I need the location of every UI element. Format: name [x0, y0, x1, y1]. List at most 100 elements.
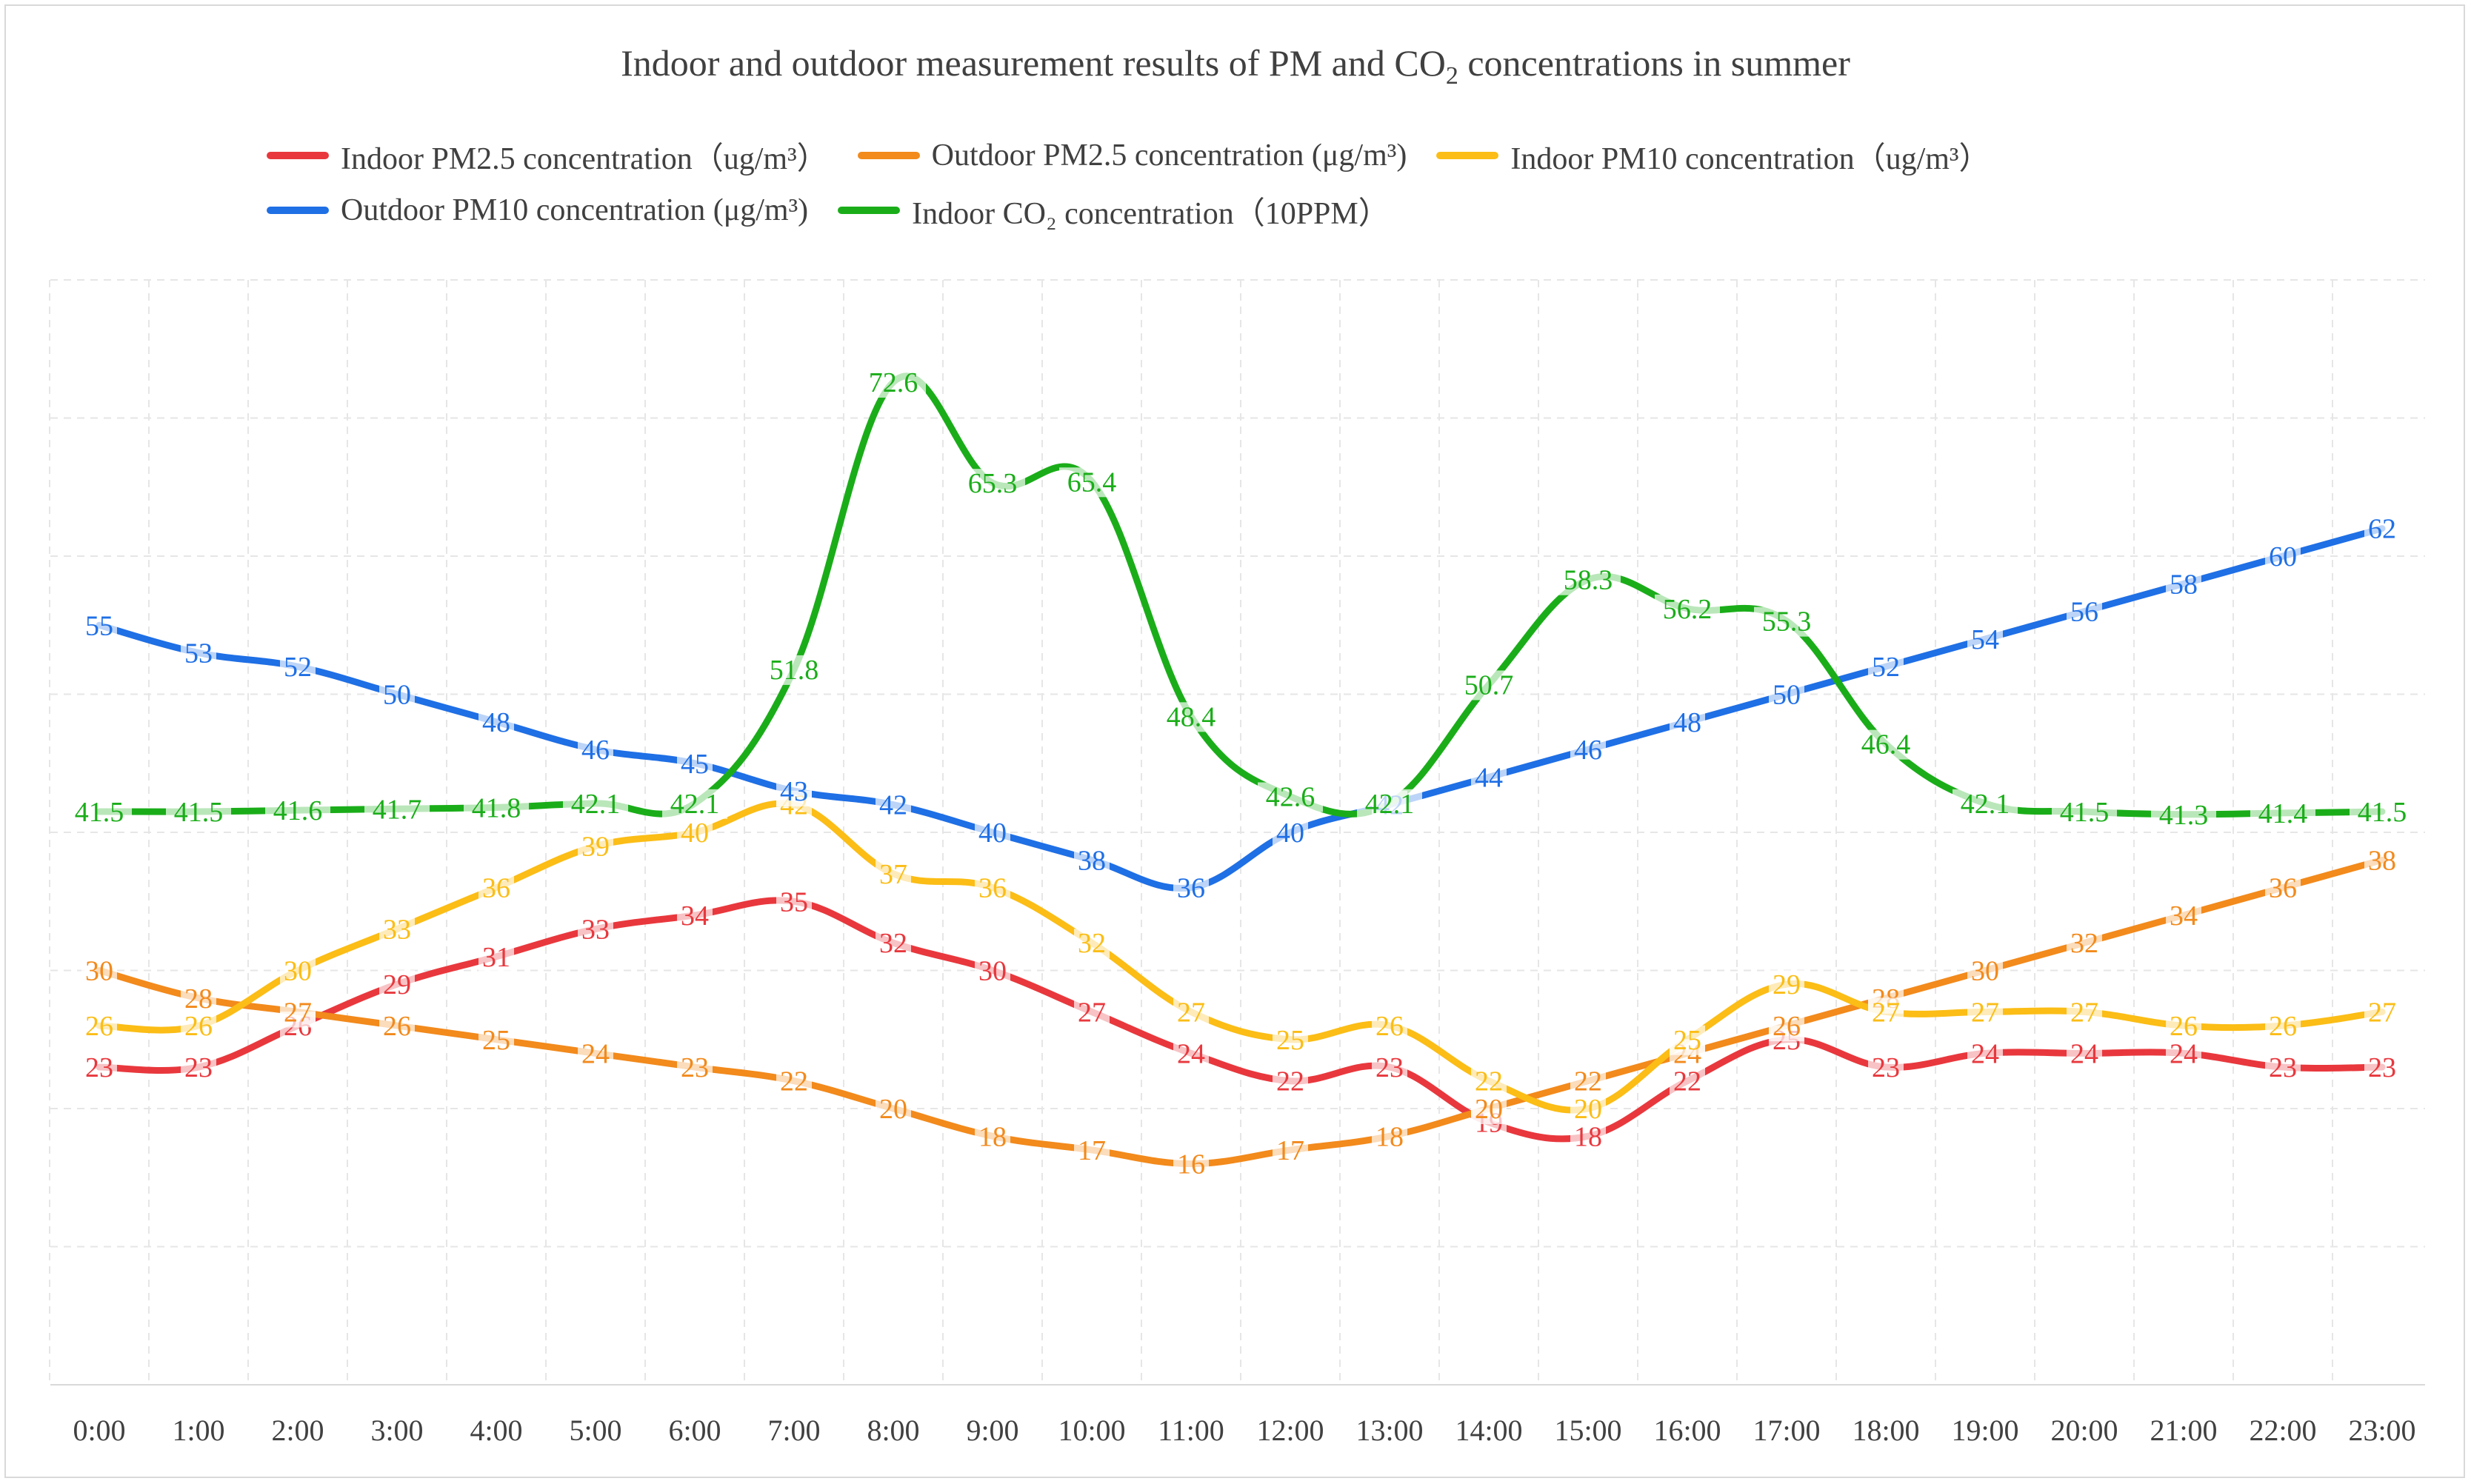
- data-label-indoor-pm25: 24: [1971, 1038, 1999, 1069]
- data-label-bg: [2265, 1053, 2301, 1083]
- data-label-outdoor-pm25: 16: [1177, 1149, 1205, 1180]
- data-label-bg: [1555, 565, 1621, 595]
- legend-swatch: [267, 152, 329, 159]
- data-label-indoor-pm10: 40: [681, 818, 709, 849]
- data-label-bg: [563, 789, 628, 819]
- legend-label: Outdoor PM10 concentration (μg/m³): [341, 193, 809, 227]
- x-tick-label: 20:00: [2050, 1414, 2118, 1447]
- data-label-outdoor-pm10: 48: [482, 707, 510, 738]
- data-label-bg: [677, 749, 713, 779]
- x-tick-label: 13:00: [1355, 1414, 1423, 1447]
- data-label-outdoor-pm25: 30: [85, 956, 113, 987]
- data-label-outdoor-pm10: 40: [978, 818, 1007, 849]
- data-label-outdoor-pm10: 43: [780, 776, 808, 807]
- data-label-indoor-pm10: 29: [1773, 969, 1801, 1000]
- data-label-bg: [677, 900, 713, 931]
- data-label-bg: [478, 873, 514, 903]
- data-label-indoor-co2: 48.4: [1167, 701, 1216, 732]
- data-label-bg: [1173, 873, 1209, 903]
- data-label-indoor-co2: 41.7: [373, 794, 422, 825]
- data-label-indoor-co2: 41.5: [2358, 797, 2407, 828]
- data-label-outdoor-pm10: 36: [1177, 873, 1205, 904]
- data-label-indoor-co2: 72.6: [869, 367, 918, 398]
- data-label-bg: [1158, 702, 1224, 732]
- data-label-indoor-pm25: 32: [879, 928, 907, 959]
- legend-item-indoor-co2[interactable]: Indoor CO₂ concentration（10PPM）: [838, 188, 1390, 233]
- data-label-bg: [280, 652, 316, 683]
- data-label-bg: [1173, 1149, 1209, 1180]
- legend-swatch: [857, 152, 920, 159]
- legend-item-outdoor-pm10[interactable]: Outdoor PM10 concentration (μg/m³): [267, 193, 808, 228]
- data-label-bg: [578, 915, 613, 945]
- data-label-bg: [1059, 467, 1124, 498]
- data-label-indoor-pm25: 23: [85, 1052, 113, 1083]
- data-label-bg: [2067, 997, 2102, 1028]
- data-label-bg: [1074, 929, 1110, 959]
- legend-item-outdoor-pm25[interactable]: Outdoor PM2.5 concentration (μg/m³): [857, 138, 1407, 173]
- data-label-indoor-pm25: 23: [184, 1052, 213, 1083]
- data-label-outdoor-pm10: 38: [1078, 845, 1106, 876]
- data-label-bg: [876, 1094, 911, 1124]
- x-tick-label: 15:00: [1554, 1414, 1621, 1447]
- data-label-outdoor-pm25: 20: [879, 1094, 907, 1125]
- data-label-indoor-pm25: 22: [1673, 1066, 1701, 1097]
- data-label-bg: [2364, 997, 2400, 1028]
- data-label-outdoor-pm10: 42: [879, 790, 907, 821]
- data-label-bg: [1258, 782, 1323, 812]
- data-label-bg: [2067, 1039, 2102, 1069]
- data-label-bg: [2265, 1012, 2301, 1042]
- data-label-outdoor-pm10: 55: [85, 610, 113, 641]
- data-label-bg: [1967, 997, 2003, 1028]
- data-label-bg: [1853, 729, 1918, 760]
- data-label-bg: [1670, 707, 1705, 738]
- data-label-bg: [1754, 606, 1819, 637]
- data-label-bg: [1357, 789, 1422, 819]
- data-label-indoor-pm25: 23: [1375, 1052, 1404, 1083]
- data-label-bg: [975, 818, 1010, 848]
- data-label-bg: [280, 997, 316, 1028]
- data-label-bg: [1273, 1135, 1308, 1166]
- data-label-bg: [1273, 1066, 1308, 1097]
- data-label-indoor-pm25: 18: [1574, 1121, 1602, 1152]
- data-label-indoor-pm10: 39: [581, 832, 610, 863]
- data-label-indoor-pm10: 27: [1872, 997, 1900, 1028]
- data-label-outdoor-pm25: 25: [482, 1025, 510, 1056]
- data-label-indoor-pm25: 27: [1078, 997, 1106, 1028]
- legend-item-indoor-pm25[interactable]: Indoor PM2.5 concentration（ug/m³）: [267, 133, 828, 178]
- x-tick-label: 9:00: [966, 1414, 1018, 1447]
- data-label-indoor-pm10: 20: [1574, 1094, 1602, 1125]
- data-label-bg: [1074, 846, 1110, 876]
- data-label-indoor-pm10: 30: [284, 956, 312, 987]
- data-label-bg: [876, 929, 911, 959]
- data-label-bg: [478, 707, 514, 738]
- data-label-bg: [662, 789, 727, 819]
- title-main: Indoor and outdoor measurement results o…: [621, 42, 1446, 84]
- data-label-indoor-pm25: 33: [581, 915, 610, 946]
- legend-row-1: Indoor PM2.5 concentration（ug/m³） Outdoo…: [267, 133, 2020, 178]
- data-label-indoor-pm10: 36: [978, 873, 1007, 904]
- data-label-outdoor-pm25: 36: [2269, 873, 2297, 904]
- data-label-bg: [2250, 798, 2315, 829]
- data-label-outdoor-pm25: 17: [1276, 1135, 1304, 1166]
- data-label-outdoor-pm25: 32: [2070, 928, 2098, 959]
- data-label-bg: [181, 1053, 216, 1083]
- legend-item-indoor-pm10[interactable]: Indoor PM10 concentration（ug/m³）: [1436, 133, 1990, 178]
- data-label-bg: [1273, 818, 1308, 848]
- data-label-bg: [379, 1012, 415, 1042]
- title-tail: concentrations in summer: [1458, 42, 1850, 84]
- data-label-bg: [379, 680, 415, 710]
- x-tick-label: 23:00: [2348, 1414, 2415, 1447]
- data-label-bg: [2166, 900, 2201, 931]
- data-label-outdoor-pm25: 22: [780, 1066, 808, 1097]
- data-label-bg: [181, 1012, 216, 1042]
- legend-label: Outdoor PM2.5 concentration (μg/m³): [931, 138, 1407, 173]
- data-label-bg: [2265, 542, 2301, 572]
- data-label-bg: [1655, 594, 1720, 624]
- data-label-bg: [1570, 1122, 1606, 1152]
- data-label-bg: [1456, 670, 1521, 701]
- data-label-indoor-co2: 58.3: [1564, 565, 1613, 596]
- data-label-indoor-pm25: 24: [2170, 1038, 2198, 1069]
- data-label-bg: [166, 798, 231, 828]
- data-label-indoor-co2: 46.4: [1861, 729, 1911, 761]
- data-label-indoor-pm25: 34: [681, 900, 709, 932]
